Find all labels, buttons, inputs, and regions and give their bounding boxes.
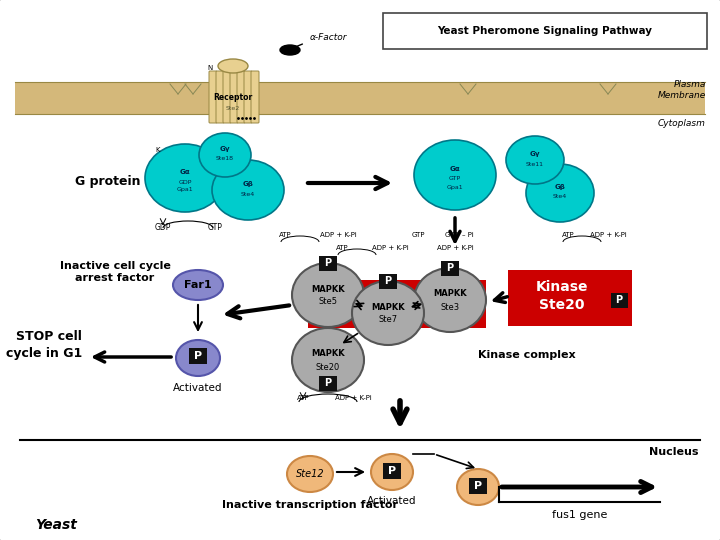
Text: GDP: GDP [155, 224, 171, 233]
Text: Ste18: Ste18 [216, 157, 234, 161]
Text: Yeast Pheromone Signaling Pathway: Yeast Pheromone Signaling Pathway [438, 26, 652, 36]
FancyBboxPatch shape [251, 71, 259, 123]
Text: GTP: GTP [449, 177, 461, 181]
Text: Gγ: Gγ [220, 146, 230, 152]
FancyBboxPatch shape [611, 293, 628, 308]
Text: ATP: ATP [562, 232, 575, 238]
Bar [308, 280, 486, 328]
FancyBboxPatch shape [237, 71, 245, 123]
Text: ADP + K-Pi: ADP + K-Pi [590, 232, 626, 238]
FancyBboxPatch shape [230, 71, 238, 123]
Text: Ste3: Ste3 [441, 302, 459, 312]
Text: ADP + K-Pi: ADP + K-Pi [320, 232, 356, 238]
Ellipse shape [199, 133, 251, 177]
Ellipse shape [352, 281, 424, 345]
Ellipse shape [292, 263, 364, 327]
Text: fus1 gene: fus1 gene [552, 510, 608, 520]
FancyBboxPatch shape [223, 71, 231, 123]
Text: N: N [207, 65, 212, 71]
Text: P: P [388, 466, 396, 476]
Text: Activated: Activated [174, 383, 222, 393]
Text: Nucleus: Nucleus [649, 447, 698, 457]
Text: Ste20: Ste20 [316, 362, 340, 372]
Text: P: P [325, 378, 332, 388]
Ellipse shape [526, 164, 594, 222]
Text: Kinase complex: Kinase complex [478, 350, 575, 360]
Text: Cytoplasm: Cytoplasm [658, 119, 706, 129]
Text: ADP + K-Pi: ADP + K-Pi [372, 245, 409, 251]
Text: Ste20: Ste20 [539, 298, 585, 312]
Text: Ste4: Ste4 [241, 192, 255, 197]
FancyBboxPatch shape [319, 256, 337, 271]
Text: Ste12: Ste12 [296, 469, 324, 479]
Text: P: P [474, 481, 482, 491]
Ellipse shape [414, 140, 496, 210]
Text: ADP + K-Pi: ADP + K-Pi [436, 245, 473, 251]
Ellipse shape [280, 45, 300, 55]
Ellipse shape [371, 454, 413, 490]
Ellipse shape [173, 270, 223, 300]
Text: Kinase: Kinase [536, 280, 588, 294]
FancyBboxPatch shape [216, 71, 224, 123]
Text: Gα: Gα [180, 169, 190, 175]
Ellipse shape [176, 340, 220, 376]
FancyBboxPatch shape [379, 274, 397, 289]
Ellipse shape [292, 328, 364, 392]
Text: Ste11: Ste11 [526, 161, 544, 166]
Text: Activated: Activated [367, 496, 417, 506]
FancyBboxPatch shape [383, 463, 401, 479]
Bar [15, 82, 705, 114]
Ellipse shape [145, 144, 225, 212]
FancyBboxPatch shape [244, 71, 252, 123]
Text: ATP: ATP [279, 232, 292, 238]
FancyBboxPatch shape [508, 270, 632, 326]
Text: Gβ: Gβ [243, 181, 253, 187]
FancyBboxPatch shape [319, 376, 337, 391]
Text: Ste4: Ste4 [553, 194, 567, 199]
Text: P: P [194, 351, 202, 361]
Text: α-Factor: α-Factor [310, 33, 348, 43]
Ellipse shape [287, 456, 333, 492]
FancyBboxPatch shape [189, 348, 207, 364]
Text: G protein: G protein [75, 176, 140, 188]
FancyBboxPatch shape [209, 71, 217, 123]
Text: MAPKK: MAPKK [433, 289, 467, 299]
Text: Gβ: Gβ [554, 184, 565, 190]
Text: P: P [616, 295, 623, 305]
Text: P: P [446, 263, 454, 273]
Text: ADP + K-Pi: ADP + K-Pi [335, 395, 372, 401]
Text: GDP: GDP [179, 179, 192, 185]
Text: MAPKK: MAPKK [372, 302, 405, 312]
Ellipse shape [218, 59, 248, 73]
Text: Far1: Far1 [184, 280, 212, 290]
Text: ATP: ATP [336, 245, 348, 251]
Text: Ste7: Ste7 [379, 315, 397, 325]
Text: Gγ: Gγ [530, 151, 540, 157]
FancyBboxPatch shape [383, 13, 707, 49]
Text: P: P [384, 276, 392, 286]
Text: GDP – Pi: GDP – Pi [445, 232, 474, 238]
Text: Ste2: Ste2 [226, 105, 240, 111]
Text: Receptor: Receptor [213, 93, 253, 103]
Text: Gpa1: Gpa1 [446, 185, 463, 190]
Text: GTP: GTP [411, 232, 425, 238]
Ellipse shape [457, 469, 499, 505]
Text: MAPKK: MAPKK [311, 285, 345, 294]
Ellipse shape [212, 160, 284, 220]
Text: ATP: ATP [297, 395, 310, 401]
Text: Yeast: Yeast [35, 518, 77, 532]
Text: Plasma
Membrane: Plasma Membrane [658, 80, 706, 100]
Ellipse shape [506, 136, 564, 184]
Text: MAPKK: MAPKK [311, 349, 345, 359]
Text: Inactive transcription factor: Inactive transcription factor [222, 500, 398, 510]
Text: Inactive cell cycle
arrest factor: Inactive cell cycle arrest factor [60, 261, 171, 283]
Text: Gα: Gα [450, 166, 460, 172]
Text: P: P [325, 258, 332, 268]
Ellipse shape [414, 268, 486, 332]
FancyBboxPatch shape [469, 478, 487, 494]
Text: GTP: GTP [207, 224, 222, 233]
Text: Ste5: Ste5 [318, 298, 338, 307]
FancyBboxPatch shape [441, 261, 459, 276]
Text: STOP cell
cycle in G1: STOP cell cycle in G1 [6, 330, 82, 360]
